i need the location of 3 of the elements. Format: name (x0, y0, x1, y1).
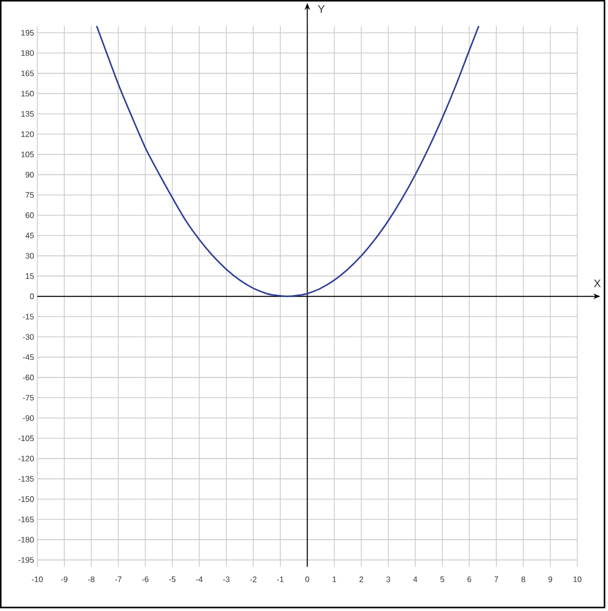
y-axis-title: Y (318, 5, 325, 13)
line-series (96, 25, 480, 298)
x-axis-title: X (594, 280, 601, 288)
